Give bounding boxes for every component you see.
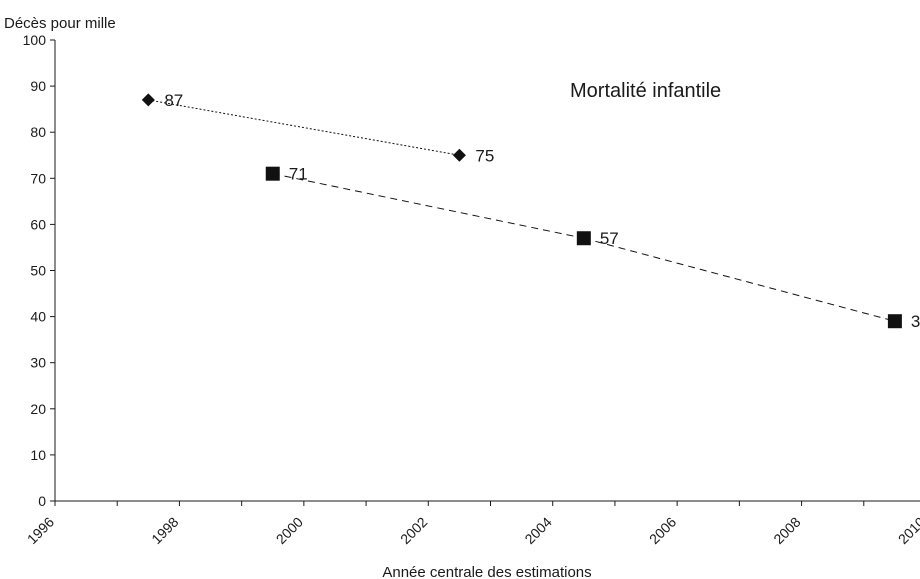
x-tick-label: 2004	[521, 514, 554, 547]
y-axis-title: Décès pour mille	[4, 15, 116, 32]
y-tick-label: 0	[38, 493, 46, 509]
x-tick-label: 2002	[397, 514, 430, 547]
x-tick-label: 2010	[895, 514, 920, 547]
square-marker	[576, 231, 591, 246]
x-tick-label: 2006	[646, 514, 679, 547]
x-tick-label: 1998	[148, 514, 181, 547]
diamond-marker	[141, 93, 155, 107]
chart-annotation: Mortalité infantile	[570, 80, 721, 102]
series-2-line-segment	[272, 173, 584, 239]
data-label: 39	[911, 312, 920, 331]
x-tick-label: 2008	[770, 514, 803, 547]
x-axis-title: Année centrale des estimations	[382, 564, 591, 579]
y-tick-label: 30	[30, 355, 46, 371]
series-1-line-segment	[148, 99, 460, 156]
y-tick-label: 80	[30, 124, 46, 140]
y-tick-label: 40	[30, 309, 46, 325]
y-tick-label: 60	[30, 216, 46, 232]
data-label: 57	[600, 229, 619, 248]
y-tick-label: 90	[30, 78, 46, 94]
series-layer: 87 75 71 57 39	[141, 91, 920, 331]
y-ticks: 0 10 20 30 40 50 60 70 80 90 100	[23, 32, 55, 509]
y-tick-label: 100	[23, 32, 47, 48]
y-tick-label: 20	[30, 401, 46, 417]
square-marker	[265, 166, 280, 181]
y-tick-label: 50	[30, 263, 46, 279]
data-label: 71	[289, 165, 308, 184]
series-2-line-segment	[583, 237, 896, 322]
square-marker	[887, 314, 902, 329]
data-label: 75	[475, 146, 494, 165]
y-tick-label: 70	[30, 170, 46, 186]
x-ticks: 1996 1998 2000 2002 2004 2006 2008 2010	[24, 501, 920, 547]
diamond-marker	[452, 148, 466, 162]
x-tick-label: 1996	[24, 514, 57, 547]
y-tick-label: 10	[30, 447, 46, 463]
axes	[54, 40, 920, 502]
x-tick-label: 2000	[273, 514, 306, 547]
data-label: 87	[164, 91, 183, 110]
